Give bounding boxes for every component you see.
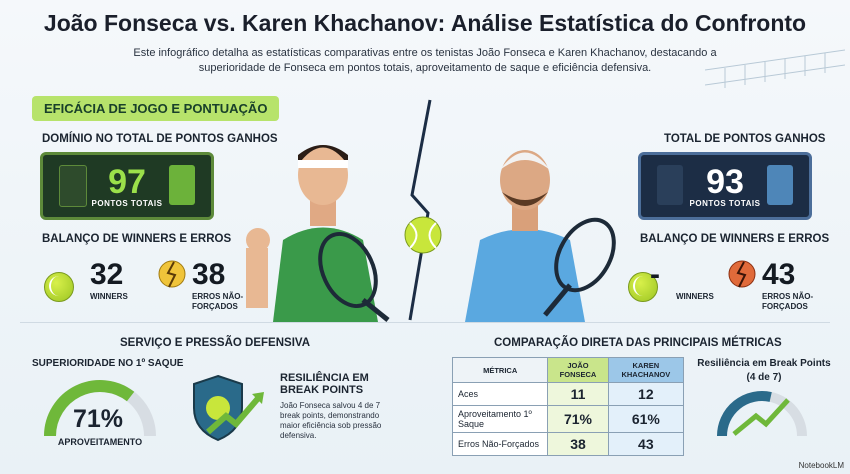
row-fonseca-value: 38 [547, 432, 609, 456]
first-serve-caption: APROVEITAMENTO [57, 437, 143, 447]
page-subtitle: Este infográfico detalha as estatísticas… [133, 47, 717, 74]
table-row: Erros Não-Forçados 38 43 [451, 432, 685, 456]
khachanov-errors-value: 43 [762, 258, 796, 291]
section-banner: EFICÁCIA DE JOGO E PONTUAÇÃO [32, 96, 280, 121]
first-serve-gauge [44, 380, 156, 437]
scoreboard-side-right [169, 165, 195, 205]
shield-icon [193, 374, 264, 442]
khachanov-points-value: 93 [706, 162, 744, 201]
scoreboard-side-left [59, 165, 87, 207]
break-points-gauge [717, 391, 807, 437]
khachanov-points-heading: TOTAL DE PONTOS GANHOS [664, 133, 826, 145]
row-metric: Erros Não-Forçados [451, 432, 549, 456]
trend-arrow-icon [732, 398, 790, 436]
fonseca-errors-value: 38 [192, 258, 226, 291]
tennis-ball-icon [44, 272, 74, 302]
khachanov-winners-value: - [650, 258, 660, 291]
row-khachanov-value: 61% [607, 405, 685, 433]
comparison-table: MÉTRICA JOÃO FONSECA KAREN KHACHANOV Ace… [451, 357, 685, 456]
first-serve-value: 71% [72, 405, 124, 433]
row-metric: Aces [451, 382, 549, 406]
fonseca-balance-heading: BALANÇO DE WINNERS E ERROS [42, 233, 232, 245]
brand-label: NotebookLM [798, 461, 844, 470]
khachanov-points-caption: PONTOS TOTAIS [689, 198, 761, 208]
broken-ball-icon [158, 260, 186, 288]
center-divider-graphic [404, 99, 442, 321]
column-header-khachanov: KAREN KHACHANOV [607, 357, 685, 383]
row-khachanov-value: 12 [607, 382, 685, 406]
section-divider [20, 322, 830, 323]
scoreboard-side-right [767, 165, 793, 205]
column-header-metric: MÉTRICA [451, 357, 549, 383]
net-icon [705, 49, 845, 88]
table-row: Aces 11 12 [451, 382, 685, 406]
resilience-title: RESILIÊNCIA EM BREAK POINTS [280, 372, 369, 396]
fonseca-points-caption: PONTOS TOTAIS [91, 198, 163, 208]
gauge-fill [717, 391, 772, 437]
broken-ball-icon [728, 260, 756, 288]
khachanov-balance-heading: BALANÇO DE WINNERS E ERROS [640, 233, 830, 245]
comparison-heading: COMPARAÇÃO DIRETA DAS PRINCIPAIS MÉTRICA… [494, 337, 782, 349]
fonseca-winners-value: 32 [90, 258, 124, 291]
row-fonseca-value: 71% [547, 405, 609, 433]
fonseca-points-heading: DOMÍNIO NO TOTAL DE PONTOS GANHOS [42, 133, 278, 145]
page-title: João Fonseca vs. Karen Khachanov: Anális… [43, 10, 807, 36]
scoreboard-side-left [657, 165, 683, 205]
resilience-text: João Fonseca salvou 4 de 7 break points,… [280, 401, 382, 440]
break-points-title: Resiliência em Break Points [697, 358, 831, 369]
first-serve-heading: SUPERIORIDADE NO 1º SAQUE [32, 358, 184, 369]
row-khachanov-value: 43 [607, 432, 685, 456]
fonseca-points-value: 97 [108, 162, 146, 201]
gauge-fill [44, 380, 135, 437]
break-points-sub: (4 de 7) [746, 372, 782, 383]
fonseca-winners-label: WINNERS [90, 292, 128, 301]
khachanov-errors-label: ERROS NÃO-FORÇADOS [762, 292, 814, 311]
fonseca-errors-label: ERROS NÃO-FORÇADOS [192, 292, 244, 311]
tennis-ball-icon [628, 272, 658, 302]
row-metric: Aproveitamento 1º Saque [451, 405, 549, 433]
khachanov-player-illustration [465, 150, 616, 322]
fonseca-scoreboard: 97 PONTOS TOTAIS [40, 152, 214, 220]
row-fonseca-value: 11 [547, 382, 609, 406]
column-header-fonseca: JOÃO FONSECA [547, 357, 609, 383]
fonseca-player-illustration [246, 145, 390, 322]
service-heading: SERVIÇO E PRESSÃO DEFENSIVA [120, 337, 311, 349]
khachanov-scoreboard: 93 PONTOS TOTAIS [638, 152, 812, 220]
khachanov-winners-label: WINNERS [676, 292, 714, 301]
table-row: Aproveitamento 1º Saque 71% 61% [451, 405, 685, 433]
